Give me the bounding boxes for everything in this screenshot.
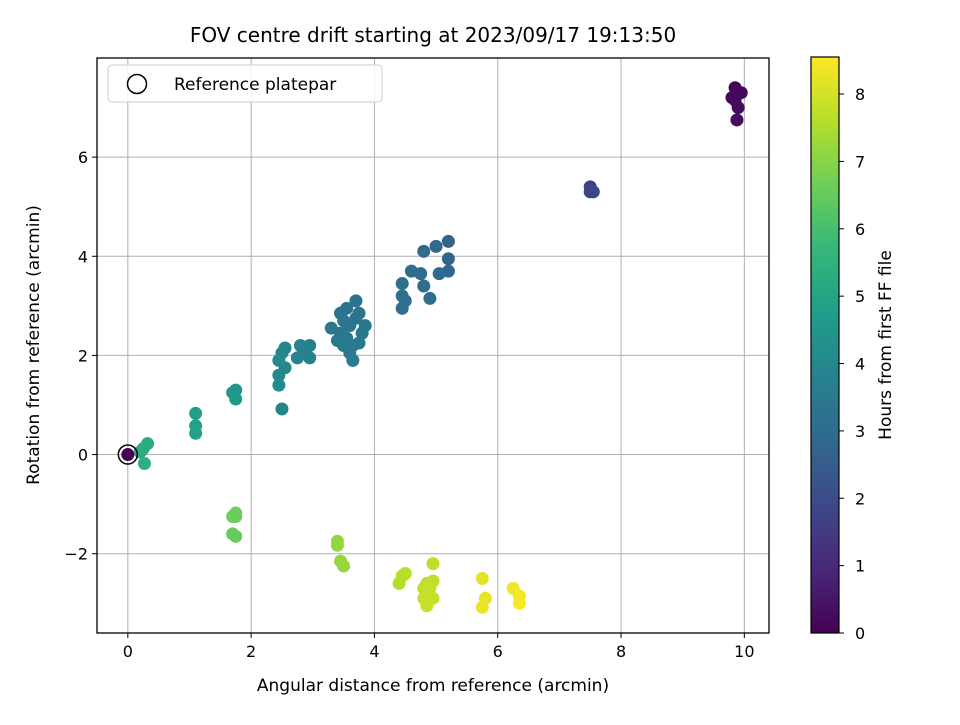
data-point: [337, 560, 350, 573]
plot-frame: [97, 58, 769, 633]
data-point: [423, 292, 436, 305]
data-point: [337, 339, 350, 352]
legend: Reference platepar: [108, 65, 382, 102]
data-point: [138, 457, 151, 470]
colorbar-tick-label: 7: [855, 152, 865, 171]
scatter-chart: FOV centre drift starting at 2023/09/17 …: [0, 0, 960, 720]
y-tick-label: 6: [78, 148, 88, 167]
y-tick-label: 0: [78, 446, 88, 465]
chart-title: FOV centre drift starting at 2023/09/17 …: [190, 23, 676, 47]
data-point: [275, 402, 288, 415]
data-point: [229, 530, 242, 543]
colorbar-label: Hours from first FF file: [876, 250, 896, 440]
y-axis-ticks: −2 0 2 4 6: [64, 148, 97, 564]
chart-figure: FOV centre drift starting at 2023/09/17 …: [0, 0, 960, 720]
data-point: [393, 577, 406, 590]
data-point: [427, 557, 440, 570]
data-point: [229, 510, 242, 523]
x-axis-ticks: 0 2 4 6 8 10: [123, 633, 755, 661]
data-point: [396, 302, 409, 315]
y-tick-label: −2: [64, 545, 88, 564]
data-point: [476, 572, 489, 585]
data-points: [118, 81, 747, 613]
y-tick-label: 4: [78, 247, 88, 266]
y-axis-label: Rotation from reference (arcmin): [24, 205, 44, 485]
data-point: [476, 601, 489, 614]
data-point: [134, 446, 147, 459]
grid-lines: [97, 58, 769, 633]
x-tick-label: 2: [246, 642, 256, 661]
data-point: [346, 354, 359, 367]
reference-point: [121, 448, 134, 461]
x-tick-label: 4: [369, 642, 379, 661]
data-point: [513, 597, 526, 610]
colorbar-tick-label: 0: [855, 624, 865, 643]
x-axis-label: Angular distance from reference (arcmin): [257, 676, 609, 696]
colorbar-tick-label: 3: [855, 422, 865, 441]
data-point: [272, 379, 285, 392]
colorbar-tick-label: 8: [855, 85, 865, 104]
x-tick-label: 6: [493, 642, 503, 661]
data-point: [294, 339, 307, 352]
data-point: [442, 252, 455, 265]
data-point: [349, 312, 362, 325]
data-point: [420, 599, 433, 612]
y-tick-label: 2: [78, 346, 88, 365]
data-point: [189, 407, 202, 420]
colorbar-tick-label: 1: [855, 557, 865, 576]
data-point: [417, 245, 430, 258]
data-point: [584, 185, 597, 198]
colorbar-tick-label: 6: [855, 220, 865, 239]
colorbar-gradient: [811, 57, 839, 633]
data-point: [442, 235, 455, 248]
colorbar-tick-label: 5: [855, 287, 865, 306]
data-point: [433, 267, 446, 280]
colorbar-tick-label: 2: [855, 489, 865, 508]
data-point: [229, 393, 242, 406]
colorbar-tick-label: 4: [855, 355, 865, 374]
colorbar-ticks: 0 1 2 3 4 5 6 7 8: [839, 85, 865, 643]
data-point: [291, 351, 304, 364]
x-tick-label: 10: [734, 642, 754, 661]
legend-entry-reference: Reference platepar: [174, 75, 336, 95]
data-point: [331, 539, 344, 552]
data-point: [732, 101, 745, 114]
x-tick-label: 0: [123, 642, 133, 661]
data-point: [417, 280, 430, 293]
data-point: [405, 265, 418, 278]
data-point: [430, 240, 443, 253]
data-point: [396, 277, 409, 290]
data-point: [730, 113, 743, 126]
data-point: [189, 427, 202, 440]
x-tick-label: 8: [616, 642, 626, 661]
colorbar: 0 1 2 3 4 5 6 7 8 Hours from first FF file: [811, 57, 896, 643]
